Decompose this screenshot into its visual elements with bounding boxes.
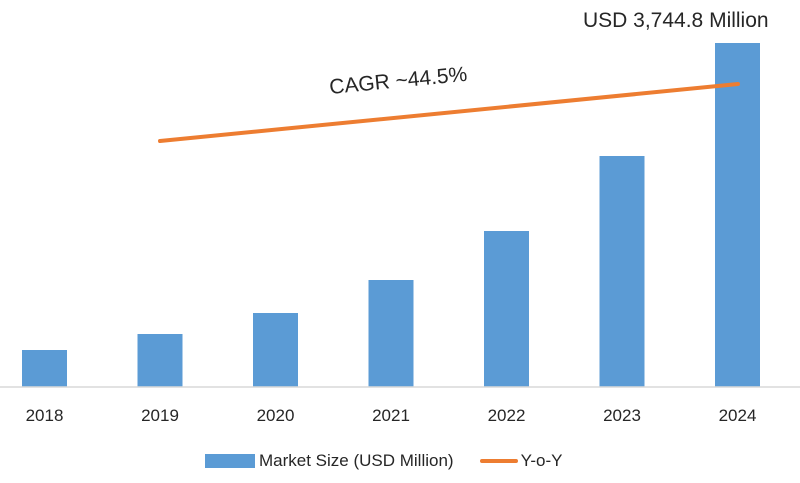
x-tick-label-2023: 2023: [603, 406, 641, 425]
bar-2018: [22, 350, 67, 387]
legend-label-yoy: Y-o-Y: [520, 451, 563, 470]
x-tick-label-2019: 2019: [141, 406, 179, 425]
yoy-trend-line: [158, 82, 740, 143]
line-swatch-icon: [479, 459, 518, 463]
cagr-annotation: CAGR ~44.5%: [328, 63, 468, 99]
bar-2021: [368, 280, 414, 387]
bar-series-market-size: [22, 43, 760, 387]
legend-item-yoy: Y-o-Y: [479, 451, 563, 471]
legend-item-market-size: Market Size (USD Million): [205, 451, 454, 471]
top-value-annotation: USD 3,744.8 Million: [583, 9, 769, 32]
bar-2020: [253, 313, 298, 387]
legend-label-market-size: Market Size (USD Million): [259, 451, 454, 470]
x-tick-label-2021: 2021: [372, 406, 410, 425]
x-axis-tick-labels: 2018 2019 2020 2021 2022 2023 2024: [26, 406, 757, 425]
bar-swatch-icon: [205, 454, 255, 468]
bar-2024: [715, 43, 760, 387]
x-tick-label-2020: 2020: [257, 406, 295, 425]
x-tick-label-2024: 2024: [719, 406, 757, 425]
bar-2022: [484, 231, 529, 387]
bar-2019: [137, 334, 183, 387]
bar-2023: [599, 156, 645, 387]
x-tick-label-2022: 2022: [488, 406, 526, 425]
x-tick-label-2018: 2018: [26, 406, 64, 425]
chart-legend: Market Size (USD Million) Y-o-Y: [205, 450, 589, 472]
